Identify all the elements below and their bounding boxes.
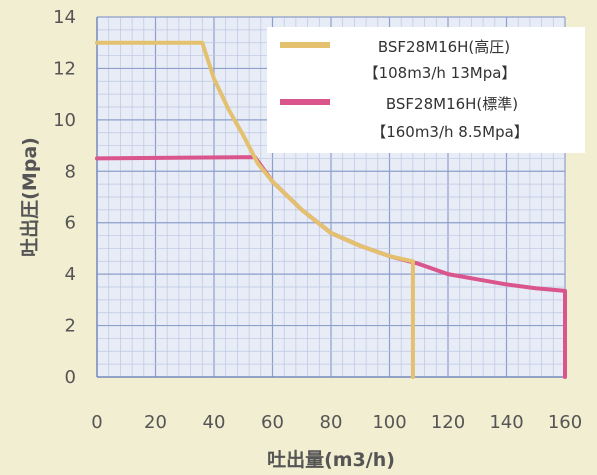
x-tick-label: 160	[548, 412, 582, 433]
y-tick-label: 12	[53, 58, 76, 79]
legend-sub-standard: 【160m3/h 8.5Mpa】	[371, 123, 529, 141]
y-tick-label: 14	[53, 7, 76, 28]
series	[95, 40, 567, 379]
x-tick-label: 100	[372, 412, 406, 433]
legend: BSF28M16H(高圧) 【108m3/h 13Mpa】 BSF28M16H(…	[267, 27, 585, 153]
legend-label-standard: BSF28M16H(標準)	[386, 95, 518, 113]
y-tick-label: 0	[65, 367, 76, 388]
series-line-high-pressure	[95, 40, 415, 379]
y-axis-label: 吐出圧(Mpa)	[18, 137, 41, 257]
x-tick-label: 40	[203, 412, 226, 433]
legend-label-high-pressure: BSF28M16H(高圧)	[378, 38, 510, 56]
legend-sub-high-pressure: 【108m3/h 13Mpa】	[364, 64, 517, 82]
x-tick-label: 140	[489, 412, 523, 433]
x-tick-label: 120	[431, 412, 465, 433]
x-tick-label: 0	[91, 412, 102, 433]
y-tick-label: 4	[65, 264, 76, 285]
y-tick-label: 8	[65, 161, 76, 182]
x-tick-label: 60	[261, 412, 284, 433]
x-tick-label: 80	[320, 412, 343, 433]
y-tick-label: 2	[65, 316, 76, 337]
y-tick-label: 10	[53, 110, 76, 131]
axes: 0 20 40 60 80 100 120 140 160 0 2 4 6 8 10 12 14	[53, 7, 582, 433]
x-tick-label: 20	[144, 412, 167, 433]
x-axis-label: 吐出量(m3/h)	[267, 448, 395, 471]
y-tick-label: 6	[65, 213, 76, 234]
